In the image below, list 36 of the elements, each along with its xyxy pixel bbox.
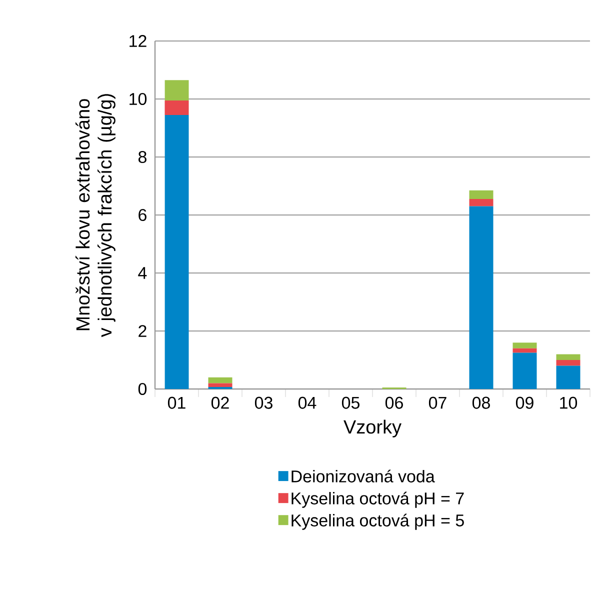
legend-label: Deionizovaná voda bbox=[292, 470, 435, 482]
bar bbox=[164, 80, 189, 100]
bar bbox=[512, 342, 537, 348]
y-tick-label: 8 bbox=[138, 150, 146, 164]
bar bbox=[469, 206, 494, 389]
bar bbox=[164, 114, 189, 389]
bar bbox=[512, 352, 537, 389]
legend-label: Kyselina octová pH = 5 bbox=[292, 514, 464, 530]
x-tick-label: 08 bbox=[472, 396, 490, 409]
x-tick-label: 07 bbox=[428, 396, 446, 409]
bar bbox=[556, 360, 580, 366]
y-tick-label: 2 bbox=[138, 325, 146, 337]
y-tick-label: 6 bbox=[138, 208, 146, 222]
x-tick-label: 06 bbox=[385, 396, 403, 409]
y-axis-title: Množství kovu extrahováno v jednotlivých frakcích (µg/g) bbox=[75, 94, 116, 338]
y-tick-label: 0 bbox=[138, 382, 147, 396]
x-tick-label: 04 bbox=[298, 396, 316, 409]
legend-label: Kyselina octová pH = 7 bbox=[292, 492, 464, 508]
bar bbox=[556, 366, 580, 389]
x-tick-label: 05 bbox=[342, 396, 360, 409]
x-tick-label: 03 bbox=[254, 396, 272, 409]
x-tick-label: 02 bbox=[211, 396, 229, 409]
bar bbox=[208, 383, 232, 387]
x-tick-label: 09 bbox=[516, 396, 534, 409]
bar bbox=[512, 348, 537, 353]
x-axis-title: Vzorky bbox=[344, 420, 402, 438]
y-tick-label: 12 bbox=[130, 35, 146, 47]
bar bbox=[469, 199, 494, 206]
y-tick-label: 4 bbox=[138, 267, 147, 279]
bar bbox=[469, 190, 494, 200]
x-tick-label: 01 bbox=[168, 396, 186, 409]
y-tick-label: 10 bbox=[130, 92, 147, 106]
bar bbox=[164, 100, 189, 115]
x-tick-label: 10 bbox=[560, 396, 578, 409]
bar bbox=[556, 354, 580, 360]
bar bbox=[208, 377, 232, 384]
